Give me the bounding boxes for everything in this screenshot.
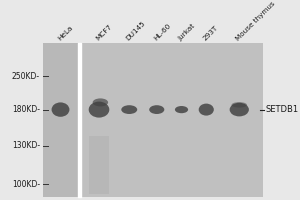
Ellipse shape (232, 102, 247, 108)
Ellipse shape (175, 106, 188, 113)
Ellipse shape (93, 98, 108, 106)
Text: 100KD-: 100KD- (12, 180, 40, 189)
Ellipse shape (230, 103, 249, 116)
Ellipse shape (89, 102, 109, 118)
Text: 250KD-: 250KD- (12, 72, 40, 81)
Text: 293T: 293T (202, 24, 219, 42)
Text: HL-60: HL-60 (152, 22, 172, 42)
Ellipse shape (199, 104, 214, 116)
Bar (81, 43, 262, 197)
Ellipse shape (121, 105, 137, 114)
Text: 130KD-: 130KD- (12, 141, 40, 150)
Ellipse shape (149, 105, 164, 114)
Text: HeLa: HeLa (56, 24, 74, 42)
Text: Jurkat: Jurkat (177, 22, 196, 42)
Bar (43, 43, 78, 197)
Text: DU145: DU145 (125, 20, 147, 42)
Text: SETDB1: SETDB1 (266, 105, 298, 114)
Ellipse shape (52, 102, 69, 117)
Text: MCF7: MCF7 (95, 23, 113, 42)
Bar (88, 136, 110, 194)
Text: Mouse thymus: Mouse thymus (235, 0, 277, 42)
Text: 180KD-: 180KD- (12, 105, 40, 114)
